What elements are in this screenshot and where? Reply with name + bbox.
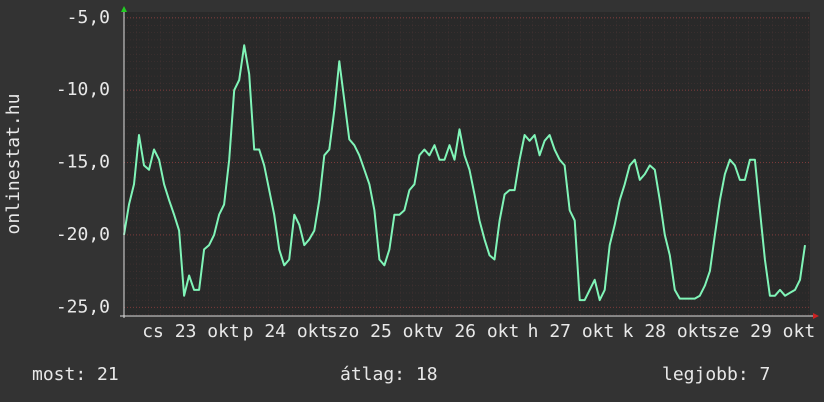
y-axis-title: onlinestat.hu (3, 94, 24, 235)
data-line (123, 44, 806, 302)
plot (123, 44, 806, 302)
x-tick-label: h 27 okt (528, 321, 615, 342)
y-tick-label: -20,0 (56, 224, 110, 245)
x-tick-label: szo 25 okt (327, 321, 435, 342)
y-tick-label: -25,0 (56, 296, 110, 317)
footer-best: legjobb: 7 (662, 364, 770, 385)
footer-average: átlag: 18 (340, 364, 438, 385)
y-tick-label: -10,0 (56, 79, 110, 100)
x-tick-label: v 26 okt (433, 321, 520, 342)
x-tick-label: p 24 okt (243, 321, 330, 342)
x-arrow (813, 313, 819, 319)
y-tick-label: -15,0 (56, 152, 110, 173)
x-tick-label: cs 23 okt (142, 321, 240, 342)
x-tick-label: k 28 okt (623, 321, 710, 342)
y-arrow (121, 6, 127, 12)
labels: -5,0 -10,0 -15,0 -20,0 -25,0 cs 23 okt p 24 ok… (56, 7, 815, 342)
footer-current: most: 21 (32, 364, 119, 385)
x-tick-label: sze 29 okt (707, 321, 815, 342)
y-tick-label: -5,0 (67, 7, 110, 28)
